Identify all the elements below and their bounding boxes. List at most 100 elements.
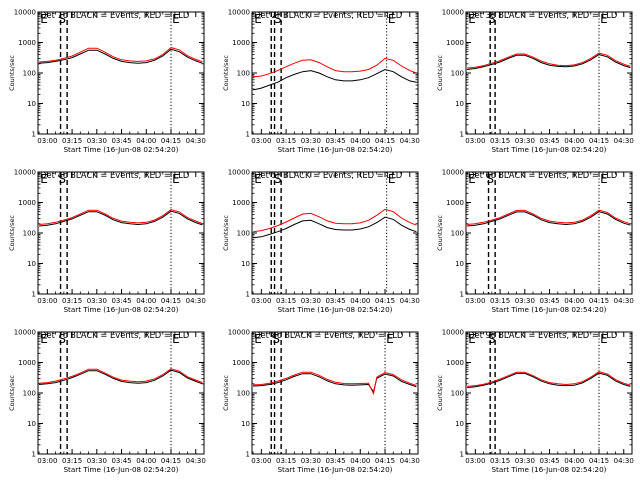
x-tick-label: 03:45 — [539, 297, 559, 305]
x-tick-label: 03:00 — [465, 457, 485, 465]
x-tick-label: 03:15 — [276, 137, 296, 145]
x-tick-label: 03:30 — [301, 137, 321, 145]
x-tick-label: 03:15 — [490, 297, 510, 305]
x-tick-label: 04:30 — [186, 137, 206, 145]
plot-frame — [37, 171, 205, 295]
y-tick-label: 10000 — [228, 9, 250, 17]
x-tick-label: 04:00 — [350, 297, 370, 305]
y-tick-label: 10 — [455, 260, 464, 268]
x-tick-label: 03:30 — [87, 137, 107, 145]
y-tick-label: 10 — [241, 260, 250, 268]
plot-frame — [251, 11, 419, 135]
panel-title: Det 4c BLACK = Events, RED = LLD — [40, 170, 189, 180]
flag-letter: E — [386, 332, 394, 346]
y-tick-label: 10000 — [14, 169, 36, 177]
x-tick-label: 04:15 — [375, 297, 395, 305]
y-tick-label: 10 — [241, 100, 250, 108]
flag-letter: E — [254, 332, 262, 346]
detector-panel-5: Det 5r BLACK = Events, RED = LLD 1 10 100 10… — [222, 169, 420, 315]
y-tick-label: 10 — [27, 420, 36, 428]
x-axis-label: Start Time (16-Jun-08 02:54:20) — [277, 305, 392, 314]
x-tick-label: 03:00 — [251, 137, 271, 145]
flag-letter: S — [274, 172, 282, 186]
y-tick-label: 1 — [460, 451, 464, 459]
x-tick-label: 04:15 — [161, 137, 181, 145]
flag-letter: E — [600, 332, 608, 346]
plot-frame — [251, 331, 419, 455]
x-tick-label: 03:00 — [37, 137, 57, 145]
y-tick-label: 1000 — [446, 359, 464, 367]
x-tick-label: 03:00 — [465, 137, 485, 145]
flag-letter: E — [600, 172, 608, 186]
series-line-events — [39, 369, 203, 385]
y-tick-label: 1000 — [446, 199, 464, 207]
x-tick-label: 04:00 — [564, 137, 584, 145]
y-tick-label: 1 — [246, 451, 250, 459]
y-tick-label: 100 — [237, 70, 250, 78]
x-tick-label: 04:00 — [136, 137, 156, 145]
x-tick-label: 04:00 — [350, 457, 370, 465]
x-tick-label: 04:00 — [136, 457, 156, 465]
flag-letter: E — [600, 12, 608, 26]
y-tick-label: 10 — [455, 100, 464, 108]
x-tick-label: 03:45 — [111, 457, 131, 465]
panel-title: Det 1c BLACK = Events, RED = LLD — [40, 10, 189, 20]
flag-letter: S — [488, 332, 496, 346]
x-tick-label: 03:15 — [490, 457, 510, 465]
series-line-lld — [467, 371, 631, 387]
x-tick-label: 03:45 — [539, 137, 559, 145]
plot-frame — [465, 331, 633, 455]
x-tick-label: 04:15 — [161, 457, 181, 465]
x-tick-label: 03:30 — [515, 137, 535, 145]
y-tick-label: 10000 — [228, 329, 250, 337]
y-tick-label: 1 — [32, 451, 36, 459]
panel-title: Det 5r BLACK = Events, RED = LLD — [254, 170, 402, 180]
y-tick-label: 10 — [455, 420, 464, 428]
y-tick-label: 1 — [32, 291, 36, 299]
series-line-events — [253, 373, 417, 393]
y-tick-label: 10000 — [14, 329, 36, 337]
x-tick-label: 03:45 — [325, 297, 345, 305]
x-axis-label: Start Time (16-Jun-08 02:54:20) — [491, 305, 606, 314]
x-tick-label: 03:15 — [490, 137, 510, 145]
y-tick-label: 100 — [451, 390, 464, 398]
plot-frame — [37, 331, 205, 455]
y-tick-label: 1 — [246, 131, 250, 139]
x-axis-label: Start Time (16-Jun-08 02:54:20) — [491, 145, 606, 154]
x-tick-label: 04:30 — [186, 457, 206, 465]
y-tick-label: 10000 — [228, 169, 250, 177]
x-tick-label: 04:30 — [400, 457, 420, 465]
y-tick-label: 100 — [23, 390, 36, 398]
y-axis-label: Counts/sec — [436, 375, 444, 411]
series-line-events — [252, 68, 417, 91]
x-tick-label: 04:15 — [589, 137, 609, 145]
x-axis-label: Start Time (16-Jun-08 02:54:20) — [63, 305, 178, 314]
flag-letter: S — [274, 12, 282, 26]
series-line-lld — [39, 47, 203, 63]
y-tick-label: 1000 — [232, 39, 250, 47]
flag-letter: E — [40, 12, 48, 26]
x-tick-label: 03:15 — [62, 457, 82, 465]
flag-letter: E — [172, 332, 180, 346]
y-axis-label: Counts/sec — [222, 215, 230, 251]
y-tick-label: 10 — [27, 260, 36, 268]
x-tick-label: 03:45 — [539, 457, 559, 465]
detector-panel-3: Det 3c BLACK = Events, RED = LLD 1 10 100 10… — [436, 9, 634, 155]
x-tick-label: 04:30 — [400, 297, 420, 305]
x-tick-label: 03:45 — [325, 457, 345, 465]
x-tick-label: 03:00 — [251, 457, 271, 465]
x-tick-label: 03:15 — [276, 457, 296, 465]
flag-letter: S — [58, 172, 66, 186]
y-tick-label: 1000 — [18, 199, 36, 207]
flag-letter: E — [388, 172, 396, 186]
x-tick-label: 03:15 — [62, 137, 82, 145]
y-axis-label: Counts/sec — [436, 215, 444, 251]
y-tick-label: 100 — [237, 230, 250, 238]
x-tick-label: 03:45 — [325, 137, 345, 145]
series-line-events — [467, 372, 631, 389]
x-tick-label: 04:30 — [400, 137, 420, 145]
y-tick-label: 100 — [23, 230, 36, 238]
panel-title: Det 3c BLACK = Events, RED = LLD — [468, 10, 617, 20]
x-tick-label: 03:00 — [251, 297, 271, 305]
